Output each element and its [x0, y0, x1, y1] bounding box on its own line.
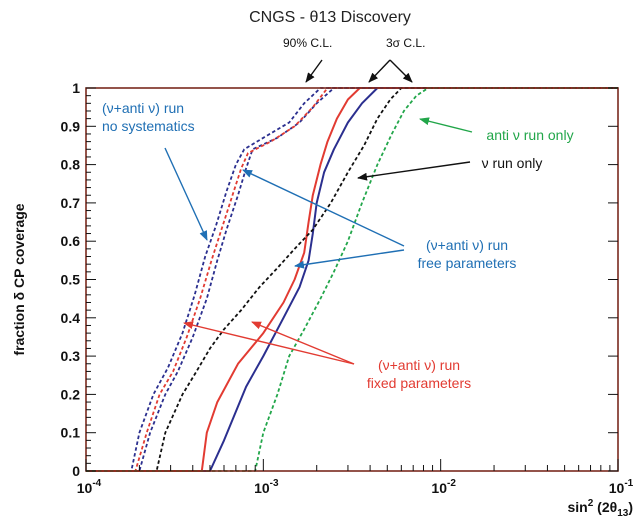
x-tick-label: 10-1	[609, 478, 633, 496]
annotation-cl3s-line-0: 3σ C.L.	[386, 36, 425, 50]
y-tick-label: 0.4	[61, 310, 81, 326]
plot-frame	[85, 87, 619, 472]
y-tick-label: 0.6	[61, 233, 81, 249]
series-line-nosys-dashed-4	[86, 87, 618, 472]
y-axis-label: fraction δ CP coverage	[11, 203, 27, 355]
annotation-fixed-line-1: fixed parameters	[367, 375, 471, 391]
arrow-3sigma-a	[368, 59, 391, 83]
y-tick-label: 0.7	[61, 195, 81, 211]
annotation-nosys-line-0: (ν+anti ν) run	[102, 100, 184, 116]
series-line-free-solid-0	[86, 87, 618, 472]
series-line-antinu-dashed-6	[86, 87, 618, 472]
arrow-fixed-a	[183, 321, 355, 365]
annotation-free-line-0: (ν+anti ν) run	[426, 237, 508, 253]
y-tick-label: 0.9	[61, 118, 81, 134]
arrow-fixed-b	[251, 321, 355, 365]
y-tick-label: 0.1	[61, 425, 81, 441]
series-line-fixed-dashed-3	[86, 87, 618, 472]
arrow-3sigma-b	[389, 59, 413, 83]
x-axis-label: sin2 (2θ13)	[568, 498, 633, 519]
x-tick-label: 10-3	[254, 478, 279, 496]
arrow-nosys	[164, 147, 208, 241]
series-layer	[86, 87, 618, 472]
axes-layer: 0 0.1 0.2 0.3 0.4 0.5 0.6 0.7 0.8 0.9 1 10-4 10-3 10-…	[61, 80, 633, 496]
annotation-layer: 90% C.L. 3σ C.L. (ν+anti ν) run no systemat…	[102, 36, 574, 391]
x-tick-label: 10-2	[431, 478, 456, 496]
arrow-90cl	[305, 59, 323, 83]
annotation-nu-line-0: ν run only	[482, 155, 543, 171]
annotation-antinu-line-0: anti ν run only	[486, 127, 573, 143]
arrow-free-a	[242, 169, 405, 247]
x-tick-label: 10-4	[77, 478, 102, 496]
y-tick-label: 0	[72, 463, 80, 479]
arrow-antinu	[419, 117, 473, 133]
annotation-cl90-line-0: 90% C.L.	[283, 36, 332, 50]
series-line-free-dashed-2	[86, 87, 618, 472]
arrow-nu	[357, 161, 471, 181]
arrow-free-b	[294, 249, 405, 269]
y-tick-label: 0.2	[61, 386, 81, 402]
annotation-free-line-1: free parameters	[418, 255, 517, 271]
y-tick-label: 1	[72, 80, 80, 96]
y-tick-label: 0.5	[61, 272, 81, 288]
series-line-fixed-solid-1	[86, 87, 618, 472]
y-tick-label: 0.3	[61, 348, 81, 364]
series-line-nu-dashed-5	[86, 87, 618, 472]
annotation-fixed-line-0: (ν+anti ν) run	[378, 357, 460, 373]
y-tick-label: 0.8	[61, 157, 81, 173]
annotation-nosys-line-1: no systematics	[102, 118, 195, 134]
chart-title: CNGS - θ13 Discovery	[249, 9, 411, 26]
